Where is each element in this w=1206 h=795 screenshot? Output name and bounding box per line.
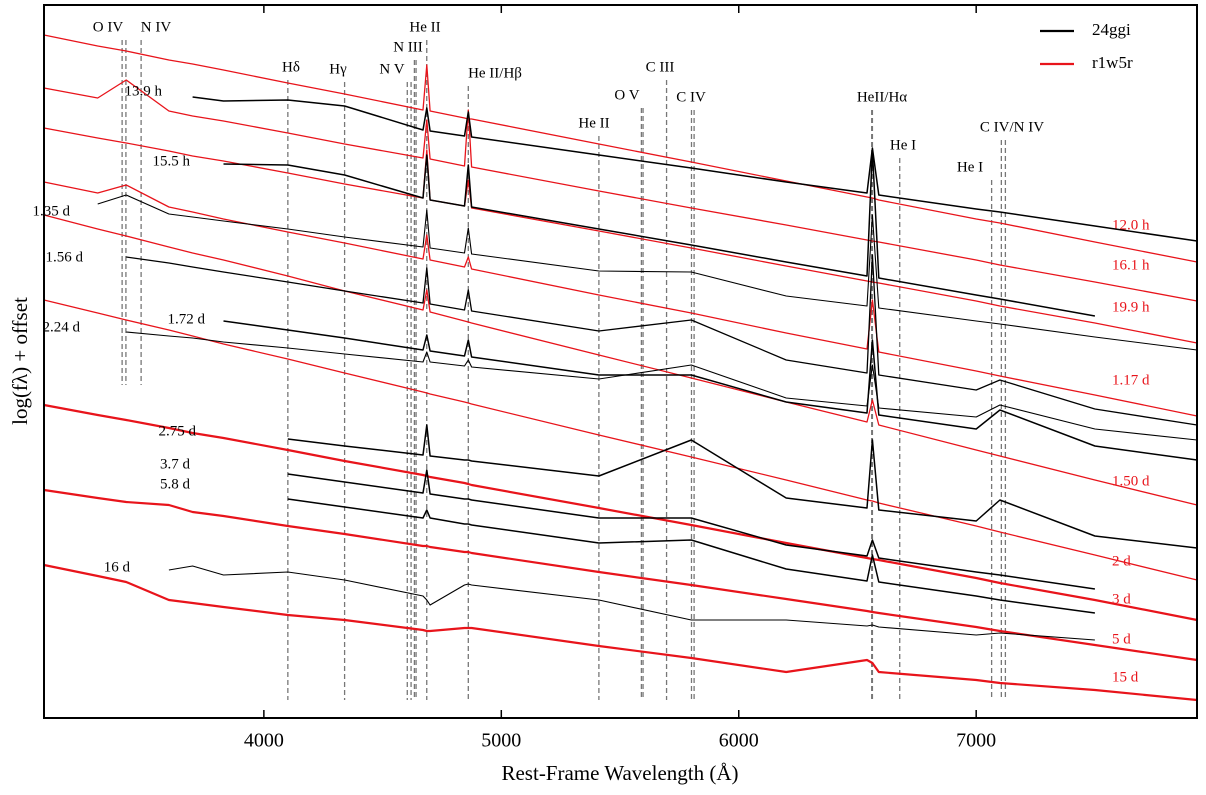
spectrum bbox=[223, 320, 1198, 461]
line-label: N V bbox=[379, 61, 404, 77]
spectrum bbox=[97, 194, 1198, 351]
epoch-label: 1.50 d bbox=[1112, 473, 1150, 489]
spectrum bbox=[223, 149, 1096, 317]
y-axis-label: log(fλ) + offset bbox=[8, 297, 32, 425]
line-label: Hγ bbox=[329, 61, 347, 77]
epoch-label: 3 d bbox=[1112, 591, 1131, 607]
x-tick-label: 5000 bbox=[481, 730, 521, 752]
epoch-label: 5 d bbox=[1112, 631, 1131, 647]
legend-label: r1w5r bbox=[1092, 53, 1133, 72]
spectrum bbox=[43, 403, 1198, 622]
spectrum bbox=[43, 79, 1198, 302]
spectrum bbox=[126, 331, 1198, 441]
line-label: He II bbox=[578, 115, 609, 131]
epoch-label: 1.56 d bbox=[46, 249, 84, 265]
legend-label: 24ggi bbox=[1092, 20, 1131, 39]
line-label: HeII/Hα bbox=[857, 89, 907, 105]
x-axis-label: Rest-Frame Wavelength (Å) bbox=[501, 761, 738, 785]
epoch-label: 16.1 h bbox=[1112, 257, 1150, 273]
spectrum bbox=[43, 214, 1198, 506]
line-label: He I bbox=[957, 159, 983, 175]
spectrum bbox=[43, 34, 1198, 263]
epoch-label: 1.17 d bbox=[1112, 372, 1150, 388]
epoch-label: 15.5 h bbox=[153, 153, 191, 169]
spectrum bbox=[287, 469, 1096, 590]
epoch-label: 15 d bbox=[1112, 669, 1139, 685]
spectrum bbox=[287, 498, 1096, 614]
spectrum bbox=[43, 299, 1198, 581]
plot-frame bbox=[43, 4, 1198, 719]
spectrum bbox=[43, 127, 1198, 344]
line-label: He II/Hβ bbox=[468, 65, 522, 81]
line-label: C IV bbox=[676, 89, 706, 105]
line-label: C IV/N IV bbox=[980, 119, 1044, 135]
line-label: C III bbox=[646, 59, 675, 75]
x-tick-label: 7000 bbox=[956, 730, 996, 752]
line-label: N IV bbox=[141, 19, 172, 35]
line-label: O IV bbox=[93, 19, 124, 35]
spectrum bbox=[168, 565, 1095, 641]
epoch-label: 2.24 d bbox=[43, 319, 81, 335]
spectrum bbox=[192, 96, 1198, 242]
line-label: He II bbox=[409, 19, 440, 35]
epoch-label: 2.75 d bbox=[159, 423, 197, 439]
x-tick-label: 4000 bbox=[244, 730, 284, 752]
line-label: O V bbox=[614, 87, 639, 103]
epoch-label: 1.72 d bbox=[168, 311, 206, 327]
epoch-label: 3.7 d bbox=[160, 456, 191, 472]
epoch-label: 2 d bbox=[1112, 553, 1131, 569]
spectrum bbox=[43, 488, 1198, 662]
spectrum bbox=[287, 424, 1198, 549]
x-tick-label: 6000 bbox=[719, 730, 759, 752]
epoch-label: 19.9 h bbox=[1112, 299, 1150, 315]
line-label: N III bbox=[393, 39, 423, 55]
spectrum bbox=[43, 181, 1198, 417]
spectrum bbox=[43, 563, 1198, 702]
epoch-label: 5.8 d bbox=[160, 476, 191, 492]
line-label: Hδ bbox=[282, 59, 300, 75]
epoch-label: 16 d bbox=[104, 559, 131, 575]
epoch-label: 1.35 d bbox=[33, 203, 71, 219]
epoch-label: 13.9 h bbox=[125, 83, 163, 99]
line-label: He I bbox=[890, 137, 916, 153]
spectrum bbox=[126, 254, 1198, 426]
